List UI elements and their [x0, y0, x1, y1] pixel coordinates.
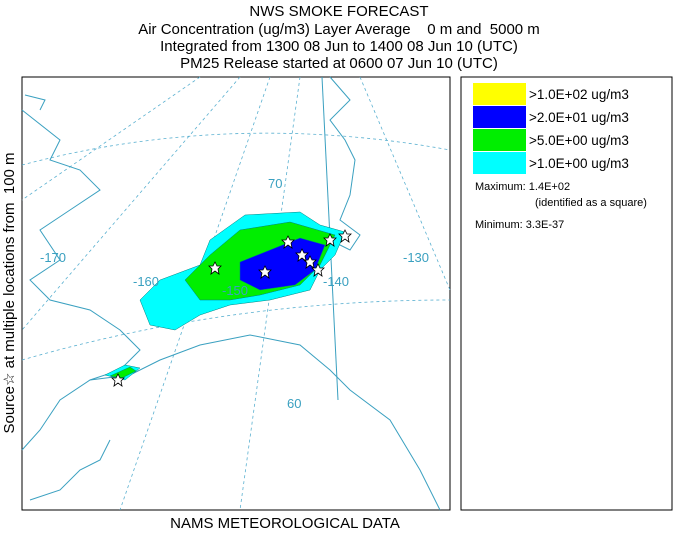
coastline	[21, 76, 441, 511]
legend-swatch	[473, 83, 526, 105]
legend-label: >1.0E+02 ug/m3	[529, 87, 629, 102]
source-star	[295, 248, 309, 262]
map: -170 -160 -150 -140 -130 70 60	[21, 76, 451, 511]
smoke-plume	[104, 211, 352, 387]
source-star	[323, 233, 337, 247]
source-star	[311, 263, 325, 277]
subtitle: Air Concentration (ug/m3) Layer Average …	[138, 21, 540, 38]
legend-label: >5.0E+00 ug/m3	[529, 133, 629, 148]
legend-swatch	[473, 152, 526, 174]
legend-label: >2.0E+01 ug/m3	[529, 110, 629, 125]
subtitle: Integrated from 1300 08 Jun to 1400 08 J…	[160, 38, 518, 55]
legend-label: >1.0E+00 ug/m3	[529, 156, 629, 171]
legend-swatch	[473, 129, 526, 151]
longitude-label: -170	[40, 250, 66, 265]
longitude-label: -140	[323, 274, 349, 289]
legend: >1.0E+02 ug/m3 >2.0E+01 ug/m3 >5.0E+00 ug/…	[460, 76, 673, 511]
source-star	[258, 265, 272, 279]
longitude-label: -160	[133, 274, 159, 289]
latitude-label: 70	[268, 176, 282, 191]
latitude-label: 60	[287, 396, 301, 411]
minimum: Minimum: 3.3E-37	[475, 219, 564, 231]
maximum-note: (identified as a square)	[535, 197, 647, 209]
footer: NAMS METEOROLOGICAL DATA	[170, 515, 400, 532]
title: NWS SMOKE FORECAST	[249, 3, 428, 20]
source-star	[338, 229, 352, 243]
legend-swatch	[473, 106, 526, 128]
maximum: Maximum: 1.4E+02	[475, 181, 570, 193]
source-star	[281, 235, 295, 249]
longitude-label: -150	[222, 283, 248, 298]
side-label: Source☆ at multiple locations from 100 m	[1, 152, 18, 433]
source-star	[111, 373, 125, 387]
source-star	[208, 261, 222, 275]
subtitle: PM25 Release started at 0600 07 Jun 10 (…	[180, 55, 498, 72]
longitude-label: -130	[403, 250, 429, 265]
